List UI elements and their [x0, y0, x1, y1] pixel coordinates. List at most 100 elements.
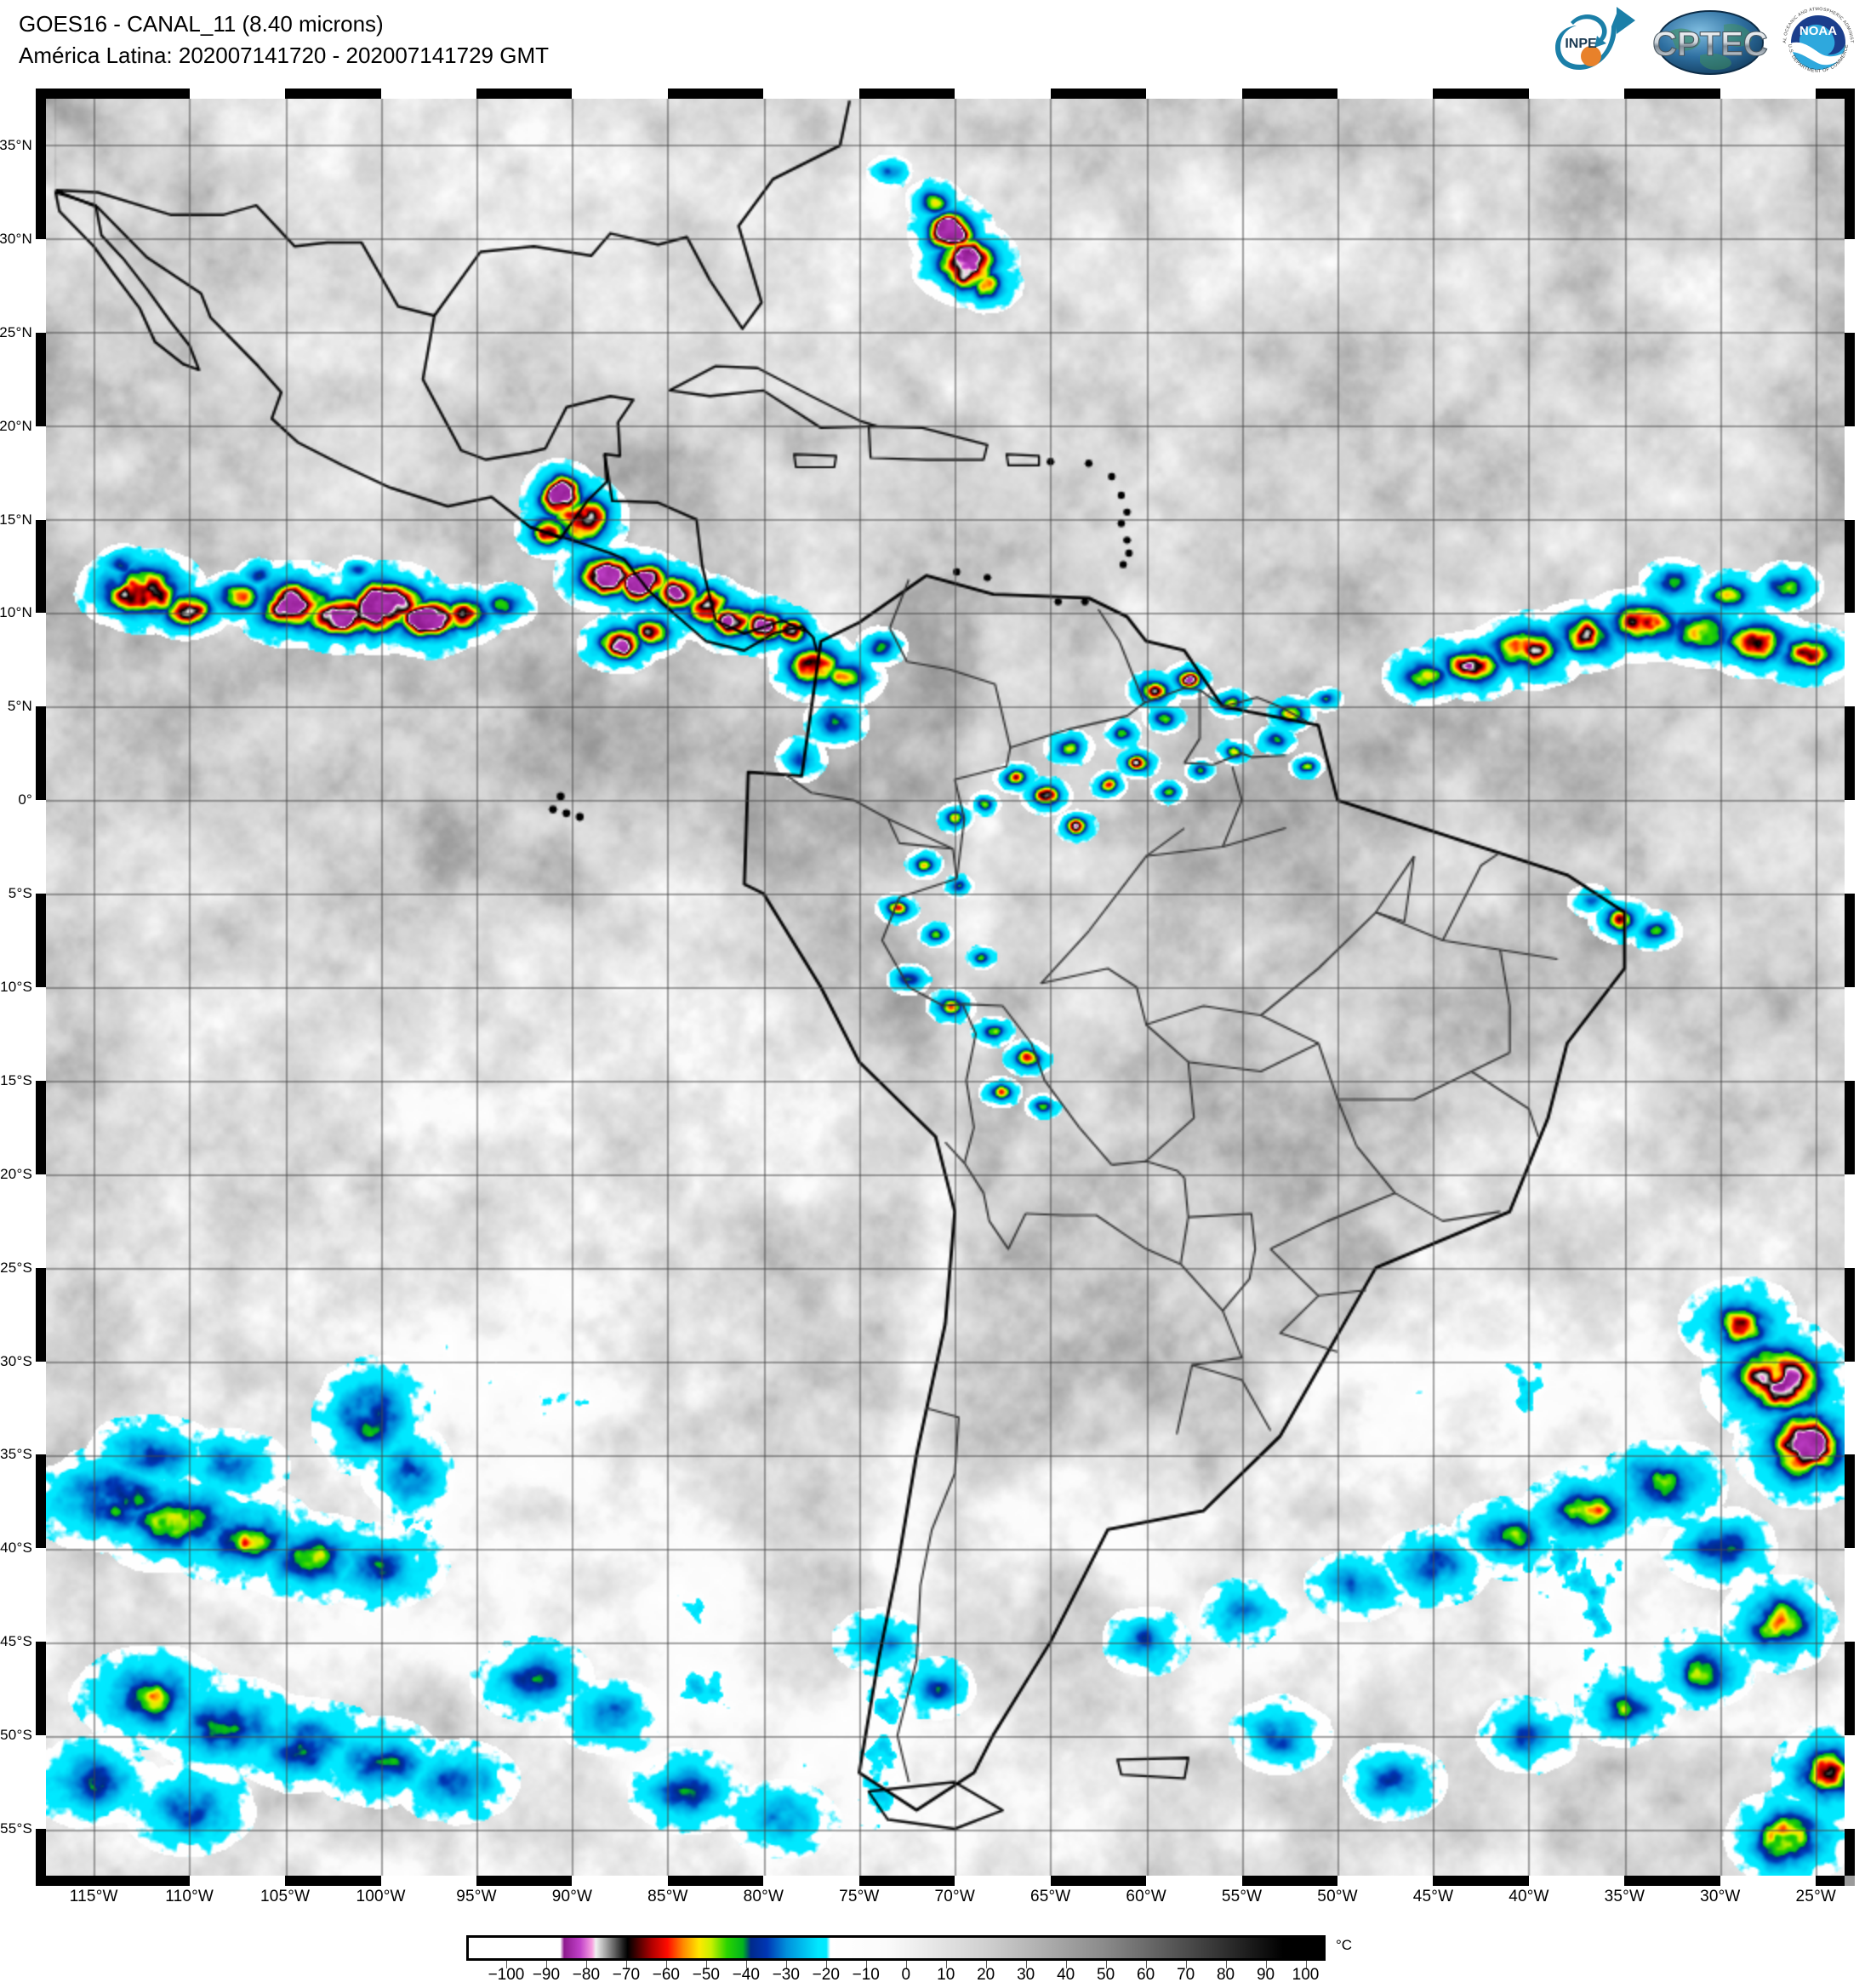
colorbar-tick	[705, 1961, 707, 1968]
frame-tick-left	[36, 332, 46, 426]
frame-tick-bottom	[285, 1876, 381, 1886]
colorbar-tick	[1065, 1961, 1067, 1968]
frame-tick-top	[36, 89, 94, 99]
frame-tick-left	[36, 1080, 46, 1174]
frame-tick-bottom	[1433, 1876, 1529, 1886]
frame-tick-left	[36, 1735, 46, 1830]
frame-tick-left	[36, 238, 46, 333]
temperature-colorbar[interactable]: −100 −90 −80 −70 −60 −50 −40 −30 −20 −10 0 10 20 30 40…	[466, 1935, 1352, 1984]
satellite-map[interactable]	[36, 89, 1855, 1886]
frame-tick-bottom	[94, 1876, 190, 1886]
frame-tick-top	[955, 89, 1051, 99]
colorbar-tick	[905, 1961, 907, 1968]
lon-tick-label: 100°W	[356, 1888, 406, 1905]
frame-tick-right	[1845, 519, 1855, 614]
frame-tick-right	[1845, 800, 1855, 894]
colorbar-tick-label: −70	[612, 1966, 641, 1984]
lon-tick-label: 75°W	[839, 1888, 880, 1905]
frame-tick-left	[36, 1174, 46, 1268]
frame-tick-top	[572, 89, 668, 99]
frame-tick-bottom	[763, 1876, 859, 1886]
lon-tick-label: 70°W	[934, 1888, 975, 1905]
colorbar-tick-label: −50	[692, 1966, 720, 1984]
frame-tick-right	[1845, 145, 1855, 239]
title-block: GOES16 - CANAL_11 (8.40 microns) América…	[19, 9, 549, 71]
lat-tick-label: 20°N	[0, 417, 32, 434]
colorbar-tick-label: 80	[1216, 1966, 1235, 1984]
inpe-logo-text: INPE	[1565, 37, 1597, 51]
longitude-axis: 115°W 110°W 105°W 100°W 95°W 90°W 85°W 80°W 75°W…	[36, 1886, 1855, 1915]
inpe-logo: INPE	[1550, 3, 1642, 82]
title-line-product: GOES16 - CANAL_11 (8.40 microns)	[19, 11, 384, 37]
lat-tick-label: 20°S	[0, 1165, 32, 1182]
lon-tick-label: 35°W	[1604, 1888, 1645, 1905]
frame-tick-bottom	[1241, 1876, 1338, 1886]
lat-tick-label: 30°N	[0, 230, 32, 247]
frame-tick-left	[36, 519, 46, 614]
colorbar-tick-label: 30	[1017, 1966, 1035, 1984]
frame-tick-right	[1845, 613, 1855, 707]
frame-tick-top	[380, 89, 476, 99]
colorbar-tick	[785, 1961, 787, 1968]
cptec-logo: CPTEC	[1651, 6, 1770, 79]
lat-tick-label: 15°N	[0, 511, 32, 528]
frame-tick-top	[1433, 89, 1529, 99]
frame-tick-bottom	[476, 1876, 573, 1886]
colorbar-tick-label: −10	[852, 1966, 880, 1984]
frame-tick-top	[1241, 89, 1338, 99]
frame-tick-left	[36, 145, 46, 239]
frame-tick-right	[1845, 894, 1855, 987]
frame-tick-top	[476, 89, 573, 99]
colorbar-tick	[1025, 1961, 1027, 1968]
frame-tick-bottom	[36, 1876, 94, 1886]
frame-tick-left	[36, 894, 46, 987]
frame-tick-left	[36, 89, 46, 146]
lat-tick-label: 55°S	[0, 1820, 32, 1837]
frame-tick-top	[1050, 89, 1147, 99]
frame-tick-left	[36, 800, 46, 894]
colorbar-tick-label: 0	[901, 1966, 911, 1984]
frame-tick-left	[36, 1267, 46, 1362]
frame-tick-bottom	[1624, 1876, 1720, 1886]
frame-tick-top	[1146, 89, 1242, 99]
frame-tick-right	[1845, 987, 1855, 1081]
frame-tick-right	[1845, 1267, 1855, 1362]
frame-tick-left	[36, 1829, 46, 1876]
colorbar-tick-label: −40	[732, 1966, 760, 1984]
frame-tick-bottom	[1050, 1876, 1147, 1886]
lon-tick-label: 30°W	[1700, 1888, 1741, 1905]
colorbar-tick-label: 100	[1292, 1966, 1320, 1984]
noaa-logo-text: NOAA	[1799, 24, 1837, 38]
lon-tick-label: 45°W	[1412, 1888, 1454, 1905]
colorbar-tick-label: 40	[1057, 1966, 1075, 1984]
frame-tick-left	[36, 426, 46, 520]
satellite-imagery-canvas	[46, 99, 1845, 1876]
colorbar-tick	[665, 1961, 667, 1968]
cptec-logo-text: CPTEC	[1652, 26, 1768, 63]
frame-tick-right	[1845, 1174, 1855, 1268]
colorbar-tick-label: 20	[977, 1966, 995, 1984]
frame-tick-left	[36, 706, 46, 801]
colorbar-tick	[745, 1961, 747, 1968]
colorbar-tick	[1105, 1961, 1107, 1968]
latitude-axis: 35°N 30°N 25°N 20°N 15°N 10°N 5°N 0° 5°S 10°S 15°S…	[0, 89, 36, 1886]
lat-tick-label: 35°S	[0, 1446, 32, 1463]
colorbar-tick-label: −20	[812, 1966, 840, 1984]
frame-tick-bottom	[1720, 1876, 1817, 1886]
colorbar-tick	[1185, 1961, 1187, 1968]
lat-tick-label: 5°N	[7, 698, 32, 715]
colorbar-tick	[1305, 1961, 1307, 1968]
lon-tick-label: 90°W	[551, 1888, 593, 1905]
lon-tick-label: 105°W	[260, 1888, 311, 1905]
lat-tick-label: 45°S	[0, 1633, 32, 1650]
lat-tick-label: 5°S	[8, 885, 32, 902]
lat-tick-label: 10°S	[0, 979, 32, 995]
frame-tick-top	[1816, 89, 1845, 99]
frame-tick-bottom	[858, 1876, 955, 1886]
frame-tick-top	[1337, 89, 1434, 99]
map-image-area[interactable]	[46, 99, 1845, 1876]
colorbar-tick-label: −80	[572, 1966, 601, 1984]
frame-tick-left	[36, 987, 46, 1081]
colorbar-tick-labels: −100 −90 −80 −70 −60 −50 −40 −30 −20 −10 0 10 20 30 40…	[466, 1966, 1326, 1988]
frame-tick-right	[1845, 1548, 1855, 1642]
